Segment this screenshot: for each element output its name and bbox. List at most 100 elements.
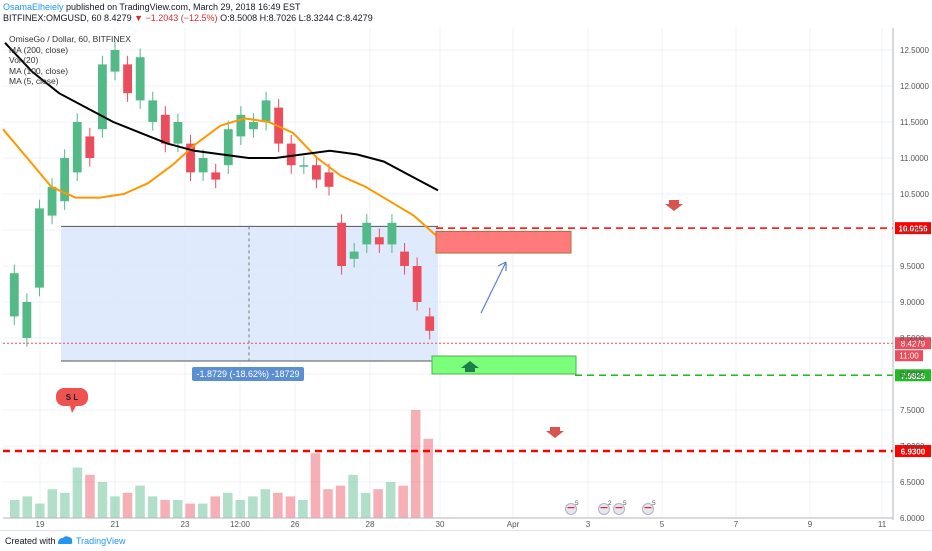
us-event-stripe [567,507,575,509]
legend-ma100: MA (100, close) [9,65,69,76]
legend-symbol: OmiseGo / Dollar, 60, BITFINEX [9,34,131,44]
publish-line: OsamaElheiely published on TradingView.c… [3,2,301,13]
y-tick-label: 7.0000 [900,442,925,451]
stop-loss-bubble [56,388,88,406]
us-event-stripe [600,507,608,509]
stop-arrow-icon [546,427,564,438]
tradingview-logo-icon [58,536,73,544]
ma100-line [2,117,439,238]
y-tick-label: 10.5000 [900,190,929,199]
stop-loss-price-label: 6.9300 [901,448,926,457]
us-event-icon [598,503,610,515]
indicator-legend: OmiseGo / Dollar, 60, BITFINEX MA (200, … [9,34,131,87]
y-tick-label: 10.0000 [900,226,929,235]
buy-arrow-icon [461,361,479,372]
event-label: 5 [575,500,579,507]
measure-label-box [192,367,304,382]
ohlc-text: O:8.5008 H:8.7026 L:8.3244 C:8.4279 [220,13,373,23]
y-tick-label: 6.5000 [900,478,925,487]
legend-volume: Vol (20) [9,55,39,65]
stop-loss-label: S L [66,393,79,402]
volume-bar [385,482,396,518]
stop-loss-price-tag [895,445,931,458]
us-event-icon [565,503,577,515]
volume-bar [135,485,145,518]
last-price-label: 8.4279 [901,340,926,349]
price-chart[interactable]: -1.8729 (-18.62%) -18729 10.0256 7.9826 6.9… [0,0,932,530]
x-tick-label: 21 [111,520,120,529]
volume-bar [60,492,70,518]
candle-body [362,222,372,245]
measure-label: -1.8729 (-18.62%) -18729 [196,369,299,379]
candle-body [35,208,44,288]
volume-bar [285,496,296,518]
tradingview-brand[interactable]: TradingView [76,536,126,546]
y-tick-label: 8.5000 [900,334,925,343]
projection-arrow [480,261,507,314]
candle-body [148,100,158,122]
candle-body [198,158,208,173]
volume-bar [47,489,58,518]
published-text: published on TradingView.com, March 29, … [66,2,301,12]
volume-bar [72,467,83,518]
change-text: ▼ −1.2043 (−12.5%) [134,13,218,23]
volume-bar [10,500,20,518]
volume-bar [97,482,108,518]
projection-arrowhead [497,261,507,271]
volume-bar [298,500,308,518]
volume-bar [323,489,333,518]
us-event-icon [642,503,654,515]
last-price-tag [895,337,931,350]
x-tick-label: 28 [366,520,375,529]
candle-body [299,165,309,167]
volume-bar [35,503,45,518]
ma200-line [4,42,439,192]
volume-bar [223,492,233,518]
volume-bar [235,500,246,518]
candle-body [186,143,195,173]
y-tick-label: 8.0000 [900,370,925,379]
candle-body [22,302,32,338]
target-price-label: 7.9826 [901,372,926,381]
volume-bar [360,492,371,518]
candle-body [261,100,271,122]
event-label: 5 [652,500,656,507]
event-label: 5 [623,500,627,507]
volume-bar [423,438,433,518]
candle-body [223,129,233,166]
y-tick-label: 6.0000 [900,514,925,523]
symbol-text: BITFINEX:OMGUSD, 60 [3,13,102,23]
candle-body [85,136,95,158]
candle-body [324,172,334,187]
x-tick-label: Apr [507,520,520,529]
volume-bar [398,485,408,518]
us-event-icon [613,503,625,515]
volume-bar [260,489,271,518]
candle-body [173,122,183,144]
x-tick-label: 26 [291,520,300,529]
y-tick-label: 12.0000 [900,82,929,91]
candle-body [337,222,346,266]
volume-bar [335,485,346,518]
candle-body [110,50,120,72]
resistance-price-label: 10.0256 [899,225,928,234]
y-tick-label: 9.0000 [900,298,925,307]
x-tick-label: 9 [808,520,813,529]
volume-bar [22,496,33,518]
countdown-label: 11:00 [899,352,919,361]
countdown-tag [895,350,923,362]
x-tick-label: 23 [181,520,190,529]
author-link[interactable]: OsamaElheiely [3,2,64,12]
x-tick-label: 7 [734,520,739,529]
candle-body [211,172,221,180]
candle-body [374,237,384,245]
event-label: 2 [608,500,612,507]
volume-bar [147,496,158,518]
x-tick-label: 30 [436,520,445,529]
stop-loss-bubble-tail [70,406,76,413]
y-tick-label: 11.0000 [900,154,929,163]
volume-bar [160,500,170,518]
candle-body [349,251,359,259]
sell-arrow-icon [665,200,683,211]
x-tick-label: 5 [660,520,665,529]
